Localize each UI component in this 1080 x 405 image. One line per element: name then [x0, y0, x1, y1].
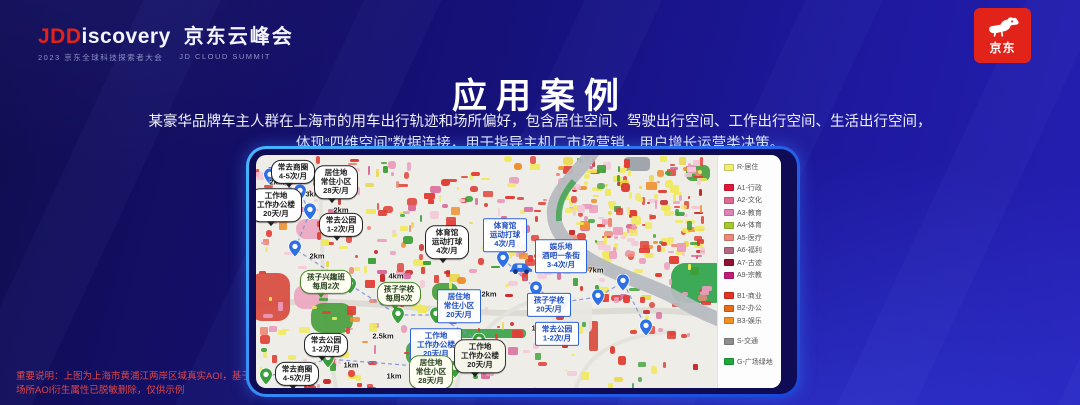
distance-label: 1km — [386, 371, 402, 381]
map-pin-icon — [496, 250, 510, 269]
place-label-bubble: 常去公园 1-2次/月 — [319, 212, 363, 242]
shanghai-aoi-map: 2km3km2km2km4km5km7km2km2.5km1km1km1km常去… — [256, 155, 781, 388]
map-pin-icon — [288, 239, 302, 258]
legend-label: B1-商业 — [737, 292, 762, 300]
map-pin-icon — [639, 318, 653, 337]
logo-event-name: 京东云峰会 — [183, 26, 294, 48]
jdd-summit-logo: JDD iscovery 京东云峰会 2023 京东全球科技探索者大会 JD CL… — [38, 20, 294, 63]
place-label-bubble: 常去商圈 4-5次/月 — [275, 361, 319, 388]
jd-dog-icon — [988, 17, 1019, 37]
legend-swatch — [724, 221, 734, 229]
place-label-bubble: 常去商圈 4-5次/月 — [271, 159, 315, 189]
legend-item: A9-宗教 — [724, 269, 778, 282]
legend-swatch — [724, 358, 734, 366]
page-title: 应用案例 — [451, 77, 628, 116]
map-pin-icon — [616, 273, 630, 292]
legend-swatch — [724, 259, 734, 267]
logo-wordmark: JDD iscovery 京东云峰会 — [38, 20, 294, 49]
legend-swatch — [724, 292, 734, 300]
legend-label: B2-办公 — [737, 305, 762, 313]
legend-label: A7-古迹 — [737, 259, 762, 267]
place-label-bubble: 工作地 工作办公楼 20天/月 — [454, 339, 506, 377]
map-panel: 2km3km2km2km4km5km7km2km2.5km1km1km1km常去… — [246, 146, 800, 397]
legend-item: B3-娱乐 — [724, 315, 778, 328]
legend-item: A5-医疗 — [724, 232, 778, 245]
distance-label: 2.5km — [372, 331, 394, 341]
place-label-bubble: 体育馆 运动打球 4次/月 — [425, 225, 469, 263]
place-label-bubble: 居住地 常住小区 28天/月 — [409, 355, 453, 388]
legend-label: A1-行政 — [737, 184, 762, 192]
place-label-box: 常去公园 1-2次/月 — [535, 321, 579, 347]
legend-swatch — [724, 196, 734, 204]
distance-label: 1km — [343, 360, 359, 370]
place-label-box: 娱乐地 酒吧一条街 3-4次/月 — [535, 239, 587, 273]
place-label-bubble: 孩子学校 每周5次 — [377, 281, 421, 311]
legend-label: A4-体育 — [737, 222, 762, 230]
legend-item: B1-商业 — [724, 290, 778, 303]
legend-item: A7-古迹 — [724, 257, 778, 270]
logo-subtitle-en: JD CLOUD SUMMIT — [179, 52, 271, 61]
map-panel-inner: 2km3km2km2km4km5km7km2km2.5km1km1km1km常去… — [249, 149, 797, 394]
map-legend: R-居住 A1-行政 A2-文化 A3-教育 A4-体育 A5-医疗 A6-福利 A7-古迹 A… — [717, 155, 781, 388]
legend-label: G-广场绿地 — [737, 358, 773, 366]
place-label-box: 孩子学校 20天/月 — [527, 292, 571, 318]
place-label-box: 居住地 常住小区 20天/月 — [437, 289, 481, 323]
legend-swatch — [724, 304, 734, 312]
description-line1: 某豪华品牌车主人群在上海市的用车出行轨迹和场所偏好，包含居住空间、驾驶出行空间、… — [148, 114, 932, 130]
legend-swatch — [724, 337, 734, 345]
distance-label: 4km — [388, 271, 404, 281]
legend-swatch — [724, 317, 734, 325]
car-icon — [509, 262, 533, 275]
legend-swatch — [724, 184, 734, 192]
legend-item: B2-办公 — [724, 302, 778, 315]
place-label-bubble: 工作地 工作办公楼 20天/月 — [256, 188, 302, 226]
distance-label: 2km — [309, 251, 325, 261]
legend-item: G-广场绿地 — [724, 356, 778, 369]
place-label-bubble: 常去公园 1-2次/月 — [304, 332, 348, 362]
legend-label: A2-文化 — [737, 197, 762, 205]
distance-label: 2km — [481, 289, 497, 299]
legend-item: A3-教育 — [724, 207, 778, 220]
map-overlays: 2km3km2km2km4km5km7km2km2.5km1km1km1km常去… — [256, 155, 781, 388]
place-label-bubble: 居住地 常住小区 28天/月 — [314, 165, 358, 203]
legend-label: A9-宗教 — [737, 272, 762, 280]
legend-item: A2-文化 — [724, 194, 778, 207]
legend-swatch — [724, 163, 734, 171]
legend-item: A4-体育 — [724, 219, 778, 232]
legend-swatch — [724, 234, 734, 242]
logo-subtitle-cn: 2023 京东全球科技探索者大会 — [38, 53, 164, 62]
legend-swatch — [724, 246, 734, 254]
map-pin-icon — [591, 288, 605, 307]
place-label-box: 体育馆 运动打球 4次/月 — [483, 218, 527, 252]
footnote: 重要说明：上图为上海市黄浦江两岸区域真实AOI，基于车主隐私， 场所AOI衍生属… — [16, 370, 298, 399]
legend-item: A6-福利 — [724, 244, 778, 257]
legend-label: S-交通 — [737, 338, 758, 346]
logo-iscovery: iscovery — [81, 25, 171, 48]
legend-label: R-居住 — [737, 164, 759, 172]
jd-badge-label: 京东 — [989, 41, 1016, 55]
legend-label: A5-医疗 — [737, 234, 762, 242]
map-pin-icon — [259, 367, 273, 386]
legend-label: B3-娱乐 — [737, 317, 762, 325]
logo-jdd: JDD — [38, 25, 82, 48]
legend-item: S-交通 — [724, 335, 778, 348]
legend-item: R-居住 — [724, 161, 778, 174]
logo-subtitle: 2023 京东全球科技探索者大会 JD CLOUD SUMMIT — [38, 52, 294, 63]
legend-label: A3-教育 — [737, 209, 762, 217]
footnote-line1: 重要说明：上图为上海市黄浦江两岸区域真实AOI，基于车主隐私， — [16, 371, 299, 382]
map-pin-icon — [303, 202, 317, 221]
distance-label: 7km — [588, 265, 604, 275]
legend-swatch — [724, 271, 734, 279]
footnote-line2: 场所AOI衍生属性已脱敏删除，仅供示例 — [16, 385, 185, 397]
jd-logo-badge: 京东 — [974, 8, 1031, 63]
legend-swatch — [724, 209, 734, 217]
place-label-bubble: 孩子兴趣班 每周2次 — [300, 269, 352, 299]
legend-label: A6-福利 — [737, 247, 762, 255]
legend-item: A1-行政 — [724, 182, 778, 195]
